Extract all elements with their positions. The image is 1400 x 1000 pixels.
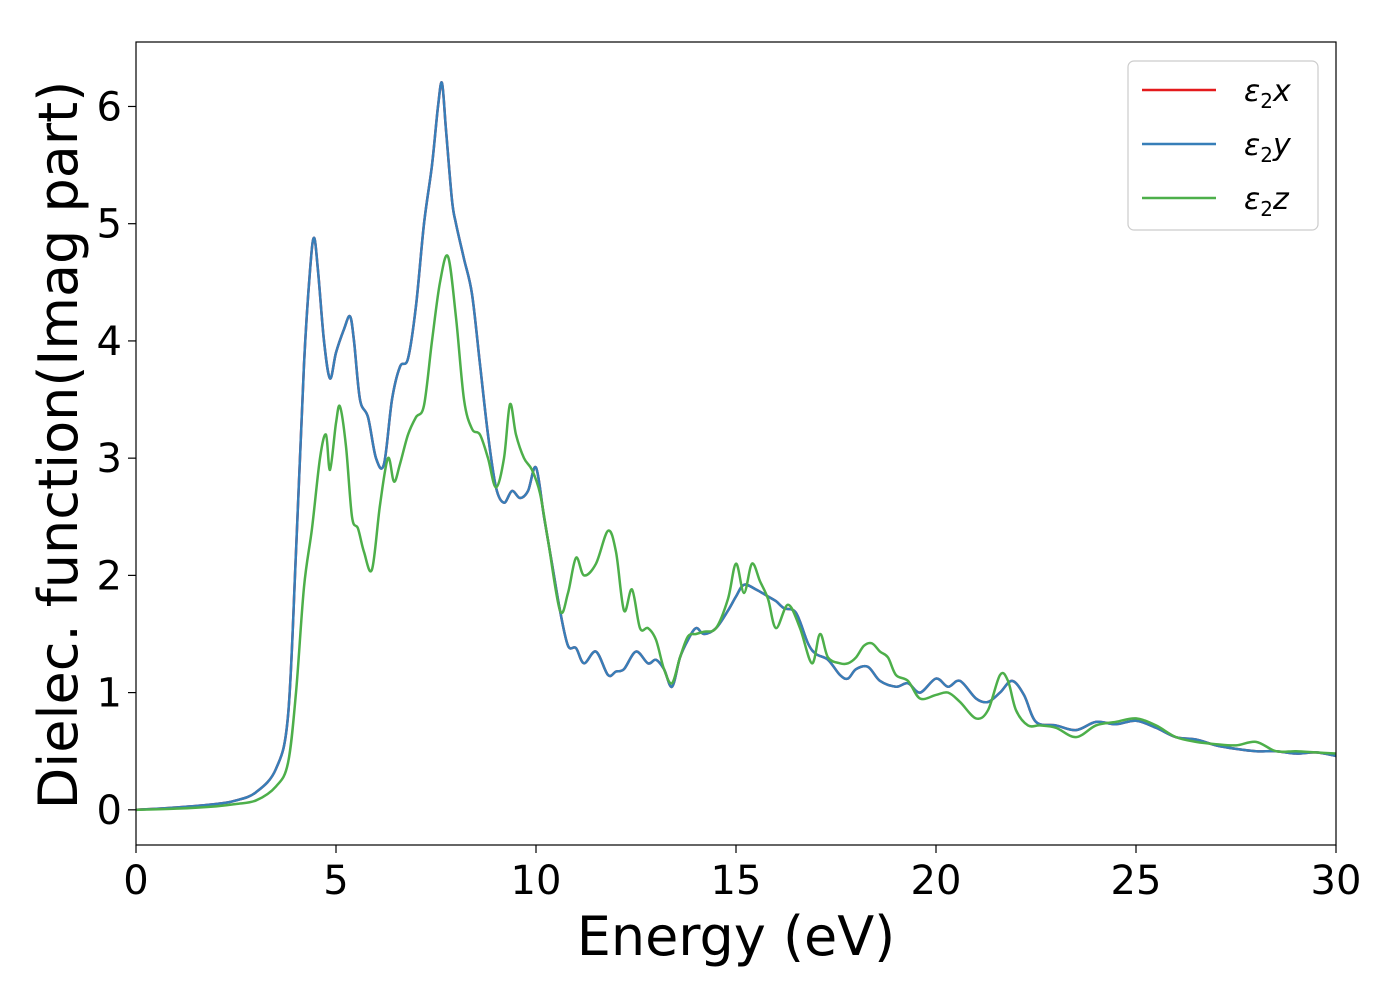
series-layer: [136, 81, 1336, 812]
y-tick-label: 4: [97, 319, 122, 365]
series-line-e2z: [136, 254, 1336, 812]
x-tick-label: 10: [511, 858, 562, 904]
y-axis-label: Dielec. function(Imag part): [27, 81, 90, 810]
x-tick-label: 20: [911, 858, 962, 904]
x-tick-label: 25: [1111, 858, 1162, 904]
y-tick-label: 5: [97, 202, 122, 248]
legend-label-e2x: ε2x: [1244, 74, 1291, 113]
x-axis-ticks: 0 5 10 15 20 25 30: [123, 845, 1361, 904]
legend-label-e2z: ε2z: [1244, 182, 1290, 221]
legend-box: [1127, 60, 1319, 231]
y-tick-label: 6: [97, 84, 122, 130]
legend-label-e2y: ε2y: [1244, 128, 1292, 167]
series-line-e2y: [136, 81, 1336, 812]
x-tick-label: 15: [711, 858, 762, 904]
y-tick-label: 1: [97, 671, 122, 717]
x-tick-label: 5: [323, 858, 348, 904]
y-tick-label: 3: [97, 436, 122, 482]
y-axis-ticks: 0 1 2 3 4 5 6: [97, 84, 136, 834]
x-tick-label: 30: [1311, 858, 1362, 904]
x-tick-label: 0: [123, 858, 148, 904]
legend: ε2x ε2y ε2z: [1127, 60, 1319, 231]
x-axis-label: Energy (eV): [577, 905, 896, 968]
y-tick-label: 0: [97, 788, 122, 834]
y-tick-label: 2: [97, 553, 122, 599]
